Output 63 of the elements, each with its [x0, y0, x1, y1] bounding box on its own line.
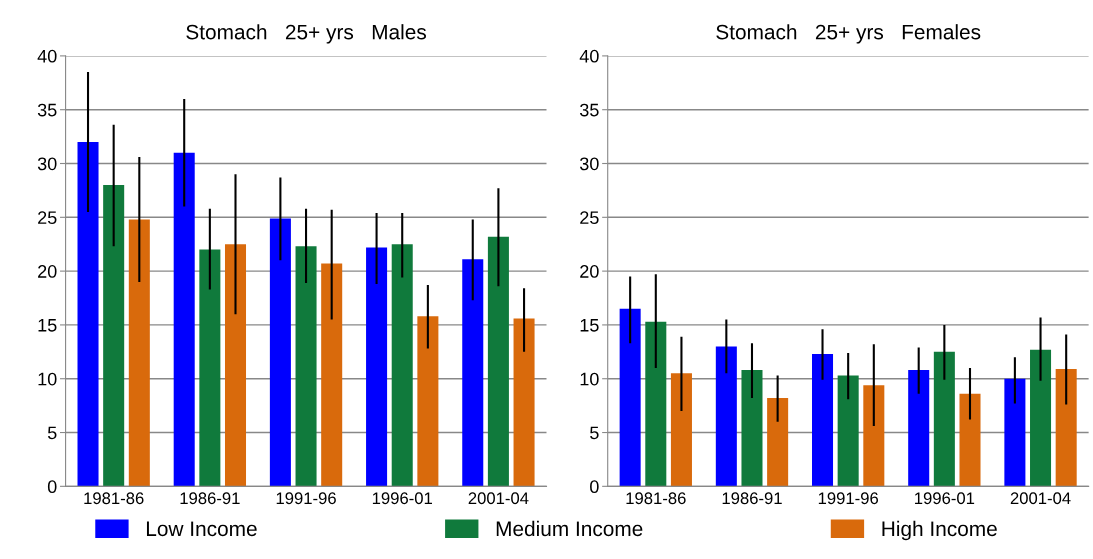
bar — [715, 346, 737, 487]
legend-label: High Income — [882, 520, 997, 541]
y-tick-label: 35 — [579, 103, 599, 117]
x-tick-label: 1986-91 — [722, 492, 782, 505]
bar — [767, 398, 789, 487]
bar — [366, 247, 388, 487]
y-tick-label: 5 — [590, 426, 599, 440]
bar — [128, 219, 150, 487]
y-tick-label: 35 — [37, 103, 57, 117]
y-tick-label: 10 — [580, 372, 599, 386]
bar — [670, 373, 692, 487]
legend-label: Low Income — [146, 521, 257, 537]
y-tick-label: 30 — [579, 157, 599, 171]
bar — [1004, 378, 1026, 487]
bar — [295, 246, 317, 487]
y-tick-label: 10 — [38, 372, 57, 386]
bar — [513, 318, 535, 487]
bar — [959, 393, 981, 487]
x-tick-label: 1996-01 — [915, 492, 975, 505]
bar — [1055, 369, 1077, 487]
y-tick-label: 30 — [37, 157, 57, 171]
legend-label: Medium Income — [496, 520, 643, 537]
bar — [103, 185, 125, 487]
x-tick-label: 2001-04 — [1010, 492, 1071, 505]
y-tick-label: 40 — [37, 49, 57, 63]
y-tick-label: 25 — [580, 211, 599, 225]
y-tick-label: 15 — [580, 319, 599, 332]
chart-title: Stomach 25+ yrs Females — [716, 24, 981, 44]
y-tick-label: 20 — [580, 265, 599, 278]
bar — [1030, 349, 1052, 487]
x-tick-label: 1991-96 — [276, 492, 336, 505]
x-tick-label: 1986-91 — [180, 492, 240, 505]
bar — [812, 353, 834, 487]
bar — [863, 385, 885, 487]
x-tick-label: 2001-04 — [468, 492, 529, 505]
bar — [933, 351, 955, 487]
bar — [199, 249, 221, 487]
bar — [321, 263, 343, 487]
bar — [837, 375, 859, 487]
chart-title: Stomach 25+ yrs Males — [186, 24, 426, 44]
bar — [619, 308, 641, 487]
bar — [173, 152, 195, 487]
y-tick-label: 5 — [47, 426, 57, 440]
x-tick-label: 1981-86 — [84, 492, 144, 505]
bar — [741, 370, 763, 487]
bar — [391, 244, 413, 487]
bar — [645, 321, 667, 487]
bar — [417, 316, 439, 487]
x-tick-label: 1996-01 — [372, 492, 432, 505]
y-tick-label: 0 — [47, 480, 57, 494]
bar — [224, 244, 247, 487]
x-tick-label: 1981-86 — [626, 492, 686, 505]
y-tick-label: 15 — [38, 319, 57, 332]
y-tick-label: 20 — [38, 265, 57, 278]
y-tick-label: 25 — [38, 211, 57, 225]
bar — [462, 259, 484, 487]
bar — [269, 218, 291, 487]
y-tick-label: 0 — [590, 480, 599, 494]
bar — [77, 141, 99, 487]
x-tick-label: 1991-96 — [818, 492, 879, 505]
bar — [908, 370, 930, 487]
bar — [487, 236, 509, 487]
y-tick-label: 40 — [579, 49, 599, 63]
